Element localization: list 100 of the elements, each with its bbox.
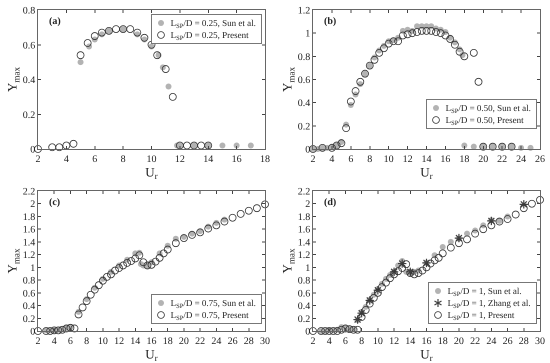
x-tick-label: 20 (478, 154, 488, 165)
point (450, 40, 459, 49)
point (528, 200, 536, 208)
point (432, 28, 440, 36)
point (470, 48, 478, 57)
point (486, 216, 496, 226)
point (94, 281, 103, 290)
x-tick-label: 18 (459, 154, 470, 165)
point (354, 326, 362, 334)
x-tick-label: 10 (372, 336, 383, 347)
point (98, 28, 106, 36)
point (398, 32, 407, 40)
point (373, 285, 383, 296)
point (131, 254, 140, 262)
point (220, 218, 228, 226)
x-tick-label: 26 (228, 336, 238, 347)
y-tick-label: 0 (305, 144, 310, 156)
x-tick-label: 6 (92, 154, 98, 165)
point (460, 52, 468, 60)
x-tick-label: 24 (486, 336, 496, 347)
y-tick-label: 1.6 (22, 224, 36, 236)
point (352, 87, 360, 95)
y-tick-label: 1 (305, 262, 310, 274)
point (236, 210, 245, 218)
y-tick-label: 2.2 (22, 186, 36, 198)
x-tick-label: 8 (84, 336, 90, 347)
x-tick-label: 14 (405, 336, 416, 347)
point (455, 239, 463, 248)
y-tick-label: 1.2 (298, 6, 310, 16)
x-tick-label: 14 (130, 336, 140, 347)
point (474, 78, 482, 86)
point (126, 25, 134, 34)
point (430, 256, 439, 264)
x-tick-label: 8 (359, 336, 364, 347)
point (248, 142, 254, 149)
point (346, 98, 355, 106)
point (370, 56, 378, 64)
point (168, 92, 177, 101)
y-tick-label: 0.2 (22, 314, 36, 325)
y-tick-label: 0.4 (298, 301, 310, 312)
x-tick-label: 8 (120, 154, 126, 165)
x-tick-label: 6 (342, 336, 348, 347)
point (74, 310, 82, 318)
point (440, 244, 446, 250)
x-tick-label: 10 (98, 336, 108, 347)
y-tick-label: 0.8 (298, 52, 310, 63)
y-tick-label: 0 (305, 326, 310, 338)
legend-label: L$_{SP}$/D = 0.75, Present (170, 309, 249, 322)
x-tick-label: 20 (178, 336, 189, 347)
point (98, 276, 107, 285)
point (370, 294, 378, 302)
y-tick-label: 0.4 (298, 98, 310, 110)
point (148, 260, 156, 269)
point (172, 239, 180, 248)
y-tick-label: 0.6 (298, 75, 310, 86)
x-tick-label: 20 (454, 336, 464, 347)
point (422, 263, 430, 272)
point (374, 288, 382, 297)
annotation: (a) (49, 16, 61, 27)
point (153, 51, 162, 60)
point (463, 235, 471, 244)
point (133, 28, 142, 36)
x-tick-label: 12 (114, 336, 124, 347)
x-axis-title: U$_{r}$ (420, 164, 433, 181)
x-tick-label: 18 (438, 336, 448, 347)
point (418, 26, 426, 35)
x-tick-label: 8 (367, 154, 372, 165)
x-tick-label: 30 (535, 336, 545, 347)
x-tick-label: 22 (497, 154, 508, 165)
point (78, 304, 86, 312)
point (84, 39, 92, 47)
point (382, 278, 390, 287)
y-tick-label: 1.6 (298, 224, 310, 236)
annotation: (b) (324, 16, 336, 27)
point (418, 266, 426, 274)
x-tick-label: 26 (535, 154, 545, 165)
x-tick-label: 16 (146, 336, 156, 347)
point (380, 44, 388, 52)
point (342, 124, 350, 132)
y-tick-label: 1 (305, 28, 310, 40)
y-tick-label: 0.2 (22, 110, 36, 121)
y-tick-label: 1.8 (298, 212, 310, 223)
point (358, 313, 366, 321)
point (438, 249, 447, 258)
legend-label: L$_{SP}$/D = 0.25, Sun et al. (170, 17, 256, 30)
x-tick-label: 14 (203, 154, 214, 165)
y-tick-label: 0.8 (22, 6, 36, 16)
legend-label: L$_{SP}$/D = 0.25, Present (170, 29, 249, 42)
point (115, 264, 123, 272)
point (518, 200, 529, 210)
point (135, 251, 144, 260)
point (364, 296, 375, 306)
point (394, 267, 402, 276)
point (82, 297, 91, 305)
point (55, 143, 64, 152)
x-tick-label: 24 (211, 336, 222, 347)
point (160, 249, 168, 258)
point (386, 274, 394, 282)
legend-label: L$_{SP}$/D = 0.75, Sun et al. (170, 297, 256, 310)
y-tick-label: 1.2 (298, 250, 310, 262)
